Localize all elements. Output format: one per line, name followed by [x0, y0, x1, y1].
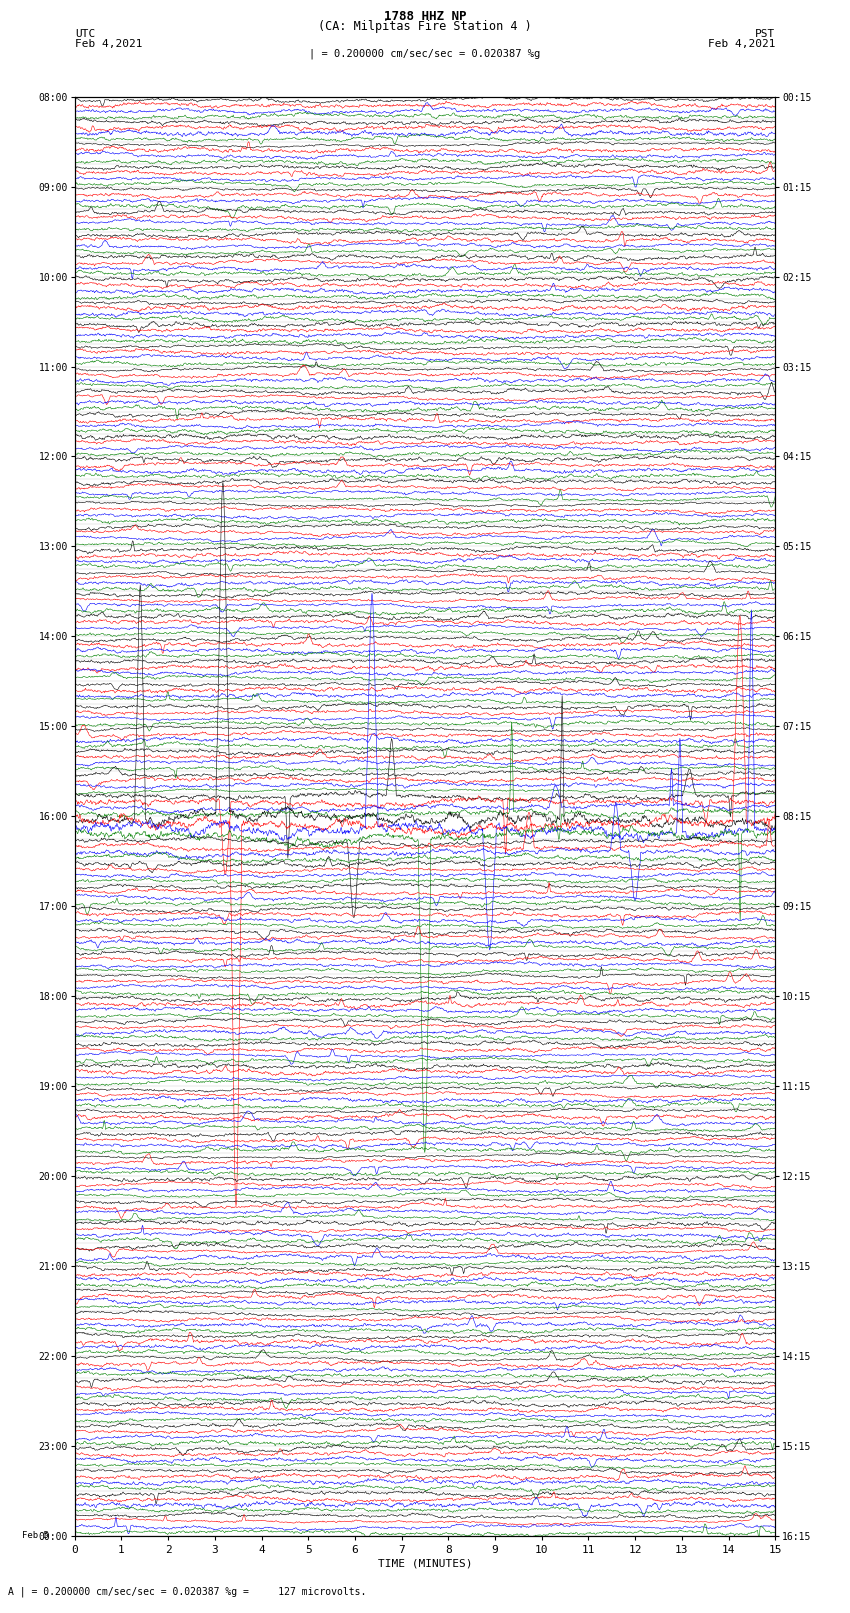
Text: PST: PST	[755, 29, 775, 39]
Text: Feb 4,2021: Feb 4,2021	[75, 39, 142, 48]
X-axis label: TIME (MINUTES): TIME (MINUTES)	[377, 1558, 473, 1569]
Text: 1788 HHZ NP: 1788 HHZ NP	[383, 11, 467, 24]
Text: A | = 0.200000 cm/sec/sec = 0.020387 %g =     127 microvolts.: A | = 0.200000 cm/sec/sec = 0.020387 %g …	[8, 1586, 367, 1597]
Text: (CA: Milpitas Fire Station 4 ): (CA: Milpitas Fire Station 4 )	[318, 19, 532, 34]
Text: UTC: UTC	[75, 29, 95, 39]
Text: Feb 4,2021: Feb 4,2021	[708, 39, 775, 48]
Text: Feb 5: Feb 5	[22, 1531, 49, 1540]
Text: | = 0.200000 cm/sec/sec = 0.020387 %g: | = 0.200000 cm/sec/sec = 0.020387 %g	[309, 48, 541, 60]
